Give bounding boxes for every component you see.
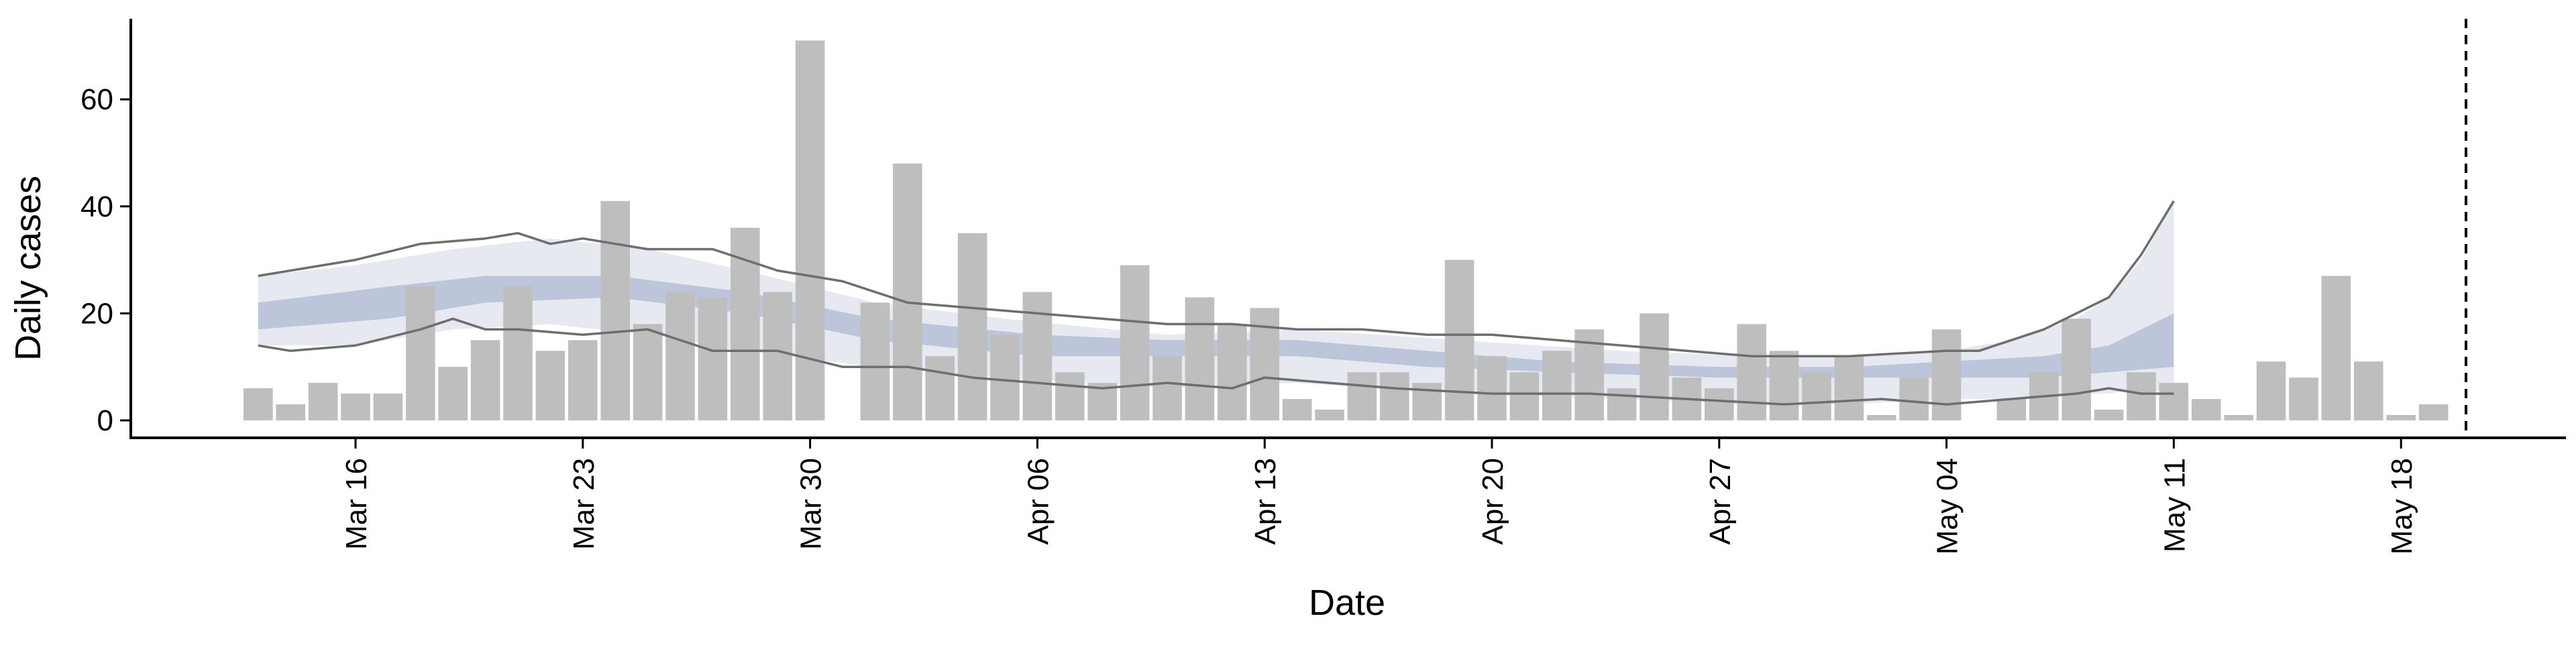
x-tick-label: Apr 06 (1022, 458, 1055, 545)
case-bar (1899, 377, 1929, 420)
case-bar (1477, 356, 1507, 420)
x-tick-label: May 04 (1931, 458, 1964, 554)
case-bar (308, 383, 338, 420)
y-tick-label: 20 (80, 297, 113, 330)
case-bar (925, 356, 955, 420)
x-tick-label: Apr 13 (1249, 458, 1282, 545)
case-bar (503, 286, 533, 420)
case-bar (2159, 383, 2189, 420)
outer-uncertainty-band (258, 200, 2174, 405)
case-bar (2386, 415, 2416, 420)
case-bar (600, 200, 630, 420)
case-bar (1640, 313, 1669, 420)
axes: 0 20 40 60 Mar 16 Mar 23 Mar 30 Apr 06 Apr 13 Apr… (80, 19, 2566, 554)
case-bar (2061, 318, 2091, 420)
case-bar (633, 324, 663, 420)
case-bar (1737, 324, 1766, 420)
case-bar (1705, 388, 1734, 420)
case-bar (2192, 399, 2221, 420)
case-bar (893, 164, 922, 420)
case-bar (1607, 388, 1637, 420)
case-bar (1185, 297, 1215, 420)
x-tick-label: Apr 20 (1477, 458, 1509, 545)
case-bar (1218, 324, 1247, 420)
case-bar (1867, 415, 1896, 420)
case-bar (1802, 372, 1831, 420)
case-bar (2224, 415, 2253, 420)
case-bar (763, 292, 792, 420)
case-bar (665, 292, 695, 420)
x-axis-title: Date (1309, 583, 1385, 623)
case-bar (1055, 372, 1085, 420)
case-bar (535, 351, 566, 420)
case-bar (2289, 377, 2318, 420)
case-bar (373, 394, 403, 420)
y-tick-label: 40 (80, 190, 113, 223)
case-bar (1996, 399, 2027, 420)
case-bar (698, 297, 728, 420)
case-bar (795, 40, 825, 420)
x-tick-label: May 11 (2158, 458, 2191, 552)
case-bar (860, 302, 890, 420)
case-bar (1022, 292, 1053, 420)
case-bar (2418, 404, 2449, 420)
case-bar (438, 367, 468, 420)
case-bar (470, 340, 500, 420)
x-tick-label: Apr 27 (1704, 458, 1737, 545)
bound-lines (258, 200, 2175, 406)
y-tick-label: 0 (97, 404, 113, 437)
case-bar (2127, 372, 2156, 420)
case-bar (1315, 410, 1344, 420)
y-tick-label: 60 (80, 83, 113, 116)
case-bar (341, 394, 370, 420)
case-bar (1542, 351, 1572, 420)
x-tick-label: May 18 (2385, 458, 2418, 554)
case-bar (406, 286, 435, 420)
x-tick-label: Mar 16 (340, 458, 373, 550)
case-bar (2321, 276, 2351, 420)
case-bar (1509, 372, 1540, 420)
case-bar (244, 388, 273, 420)
case-bar (2256, 361, 2286, 420)
case-bar (1834, 356, 1864, 420)
case-bar (1769, 351, 1799, 420)
case-bar (1444, 259, 1474, 420)
daily-case-bars (244, 40, 2449, 420)
upper-bound-line (258, 200, 2175, 357)
case-bar (568, 340, 598, 420)
case-bar (1347, 372, 1377, 420)
case-bar (2354, 361, 2383, 420)
case-bar (2094, 410, 2124, 420)
case-bar (990, 335, 1020, 420)
case-bar (957, 233, 987, 420)
case-bar (1380, 372, 1409, 420)
lower-bound-line (258, 317, 2174, 406)
case-bar (1152, 356, 1182, 420)
y-axis-title: Daily cases (8, 176, 48, 361)
case-bar (276, 404, 305, 420)
x-tick-label: Mar 23 (568, 458, 600, 550)
case-bar (1931, 329, 1962, 420)
case-bar (1120, 265, 1150, 420)
case-bar (1282, 399, 1312, 420)
x-tick-label: Mar 30 (795, 458, 828, 550)
